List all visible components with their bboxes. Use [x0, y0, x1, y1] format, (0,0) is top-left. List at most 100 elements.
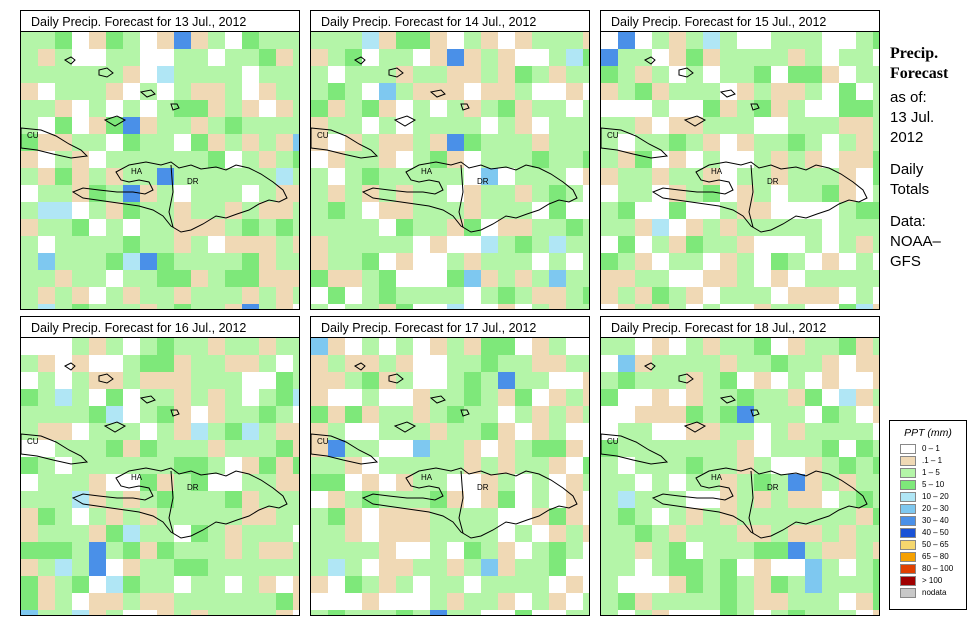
precip-cell	[498, 304, 515, 309]
precip-cell	[208, 49, 225, 66]
precip-cell	[276, 83, 293, 100]
precip-cell	[601, 355, 618, 372]
precip-cell	[498, 253, 515, 270]
precip-cell	[311, 236, 328, 253]
precip-cell	[379, 372, 396, 389]
precip-cell	[345, 100, 362, 117]
precip-cell	[174, 610, 191, 615]
precip-cell	[157, 610, 174, 615]
precip-cell	[566, 474, 583, 491]
precip-cell	[447, 474, 464, 491]
precip-cell	[123, 270, 140, 287]
precip-cell	[293, 100, 299, 117]
precip-cell	[635, 406, 652, 423]
precip-cell	[328, 236, 345, 253]
precip-cell	[225, 66, 242, 83]
precip-cell	[106, 304, 123, 309]
precip-cell	[379, 440, 396, 457]
precip-cell	[566, 134, 583, 151]
precip-cell	[259, 542, 276, 559]
precip-cell	[345, 219, 362, 236]
precip-cell	[498, 491, 515, 508]
precip-cell	[583, 134, 589, 151]
precip-cell	[21, 287, 38, 304]
precip-cell	[55, 457, 72, 474]
precip-cell	[515, 270, 532, 287]
precip-cell	[566, 287, 583, 304]
precip-cell	[362, 253, 379, 270]
precip-cell	[839, 66, 856, 83]
precip-cell	[123, 338, 140, 355]
precip-cell	[720, 525, 737, 542]
precip-cell	[293, 236, 299, 253]
precip-cell	[822, 219, 839, 236]
precip-cell	[788, 236, 805, 253]
precip-cell	[123, 236, 140, 253]
precip-cell	[140, 151, 157, 168]
precip-cell	[822, 83, 839, 100]
precip-cell	[618, 66, 635, 83]
precip-cell	[362, 610, 379, 615]
precip-cell	[21, 270, 38, 287]
precip-cell	[174, 338, 191, 355]
precip-cell	[191, 338, 208, 355]
precip-cell	[345, 287, 362, 304]
precip-cell	[157, 389, 174, 406]
precip-cell	[686, 151, 703, 168]
precip-cell	[413, 542, 430, 559]
precip-cell	[379, 253, 396, 270]
precip-cell	[38, 389, 55, 406]
precip-cell	[259, 440, 276, 457]
precip-cell	[259, 236, 276, 253]
precip-cell	[72, 151, 89, 168]
precip-cell	[89, 372, 106, 389]
precip-cell	[72, 593, 89, 610]
precip-cell	[89, 32, 106, 49]
precip-cell	[38, 372, 55, 389]
precip-cell	[856, 474, 873, 491]
precip-cell	[140, 253, 157, 270]
precip-cell	[413, 389, 430, 406]
precip-map: CU HA DR	[20, 337, 300, 616]
precip-cell	[362, 32, 379, 49]
precip-cell	[447, 542, 464, 559]
precip-cell	[106, 474, 123, 491]
precip-cell	[686, 593, 703, 610]
precip-cell	[686, 49, 703, 66]
precip-cell	[242, 253, 259, 270]
precip-cell	[498, 134, 515, 151]
precip-cell	[635, 151, 652, 168]
precip-cell	[328, 610, 345, 615]
precip-cell	[174, 66, 191, 83]
precip-cell	[856, 593, 873, 610]
precip-cell	[583, 372, 589, 389]
precip-cell	[652, 202, 669, 219]
precip-cell	[379, 508, 396, 525]
precip-cell	[601, 610, 618, 615]
precip-cell	[208, 83, 225, 100]
precip-cell	[123, 151, 140, 168]
precip-cell	[839, 423, 856, 440]
precip-cell	[396, 355, 413, 372]
precip-cell	[328, 83, 345, 100]
precip-cell	[856, 338, 873, 355]
precip-cell	[208, 270, 225, 287]
precip-cell	[362, 355, 379, 372]
precip-cell	[345, 576, 362, 593]
precip-cell	[89, 423, 106, 440]
precip-cell	[805, 559, 822, 576]
precip-cell	[737, 593, 754, 610]
island-coastline	[678, 373, 694, 384]
precip-cell	[737, 525, 754, 542]
precip-cell	[259, 576, 276, 593]
precip-cell	[447, 559, 464, 576]
precip-cell	[515, 440, 532, 457]
precip-cell	[788, 117, 805, 134]
precip-cell	[447, 508, 464, 525]
precip-cell	[38, 185, 55, 202]
precip-cell	[635, 423, 652, 440]
precip-cell	[873, 593, 879, 610]
precip-cell	[549, 304, 566, 309]
legend-swatch	[900, 468, 916, 478]
